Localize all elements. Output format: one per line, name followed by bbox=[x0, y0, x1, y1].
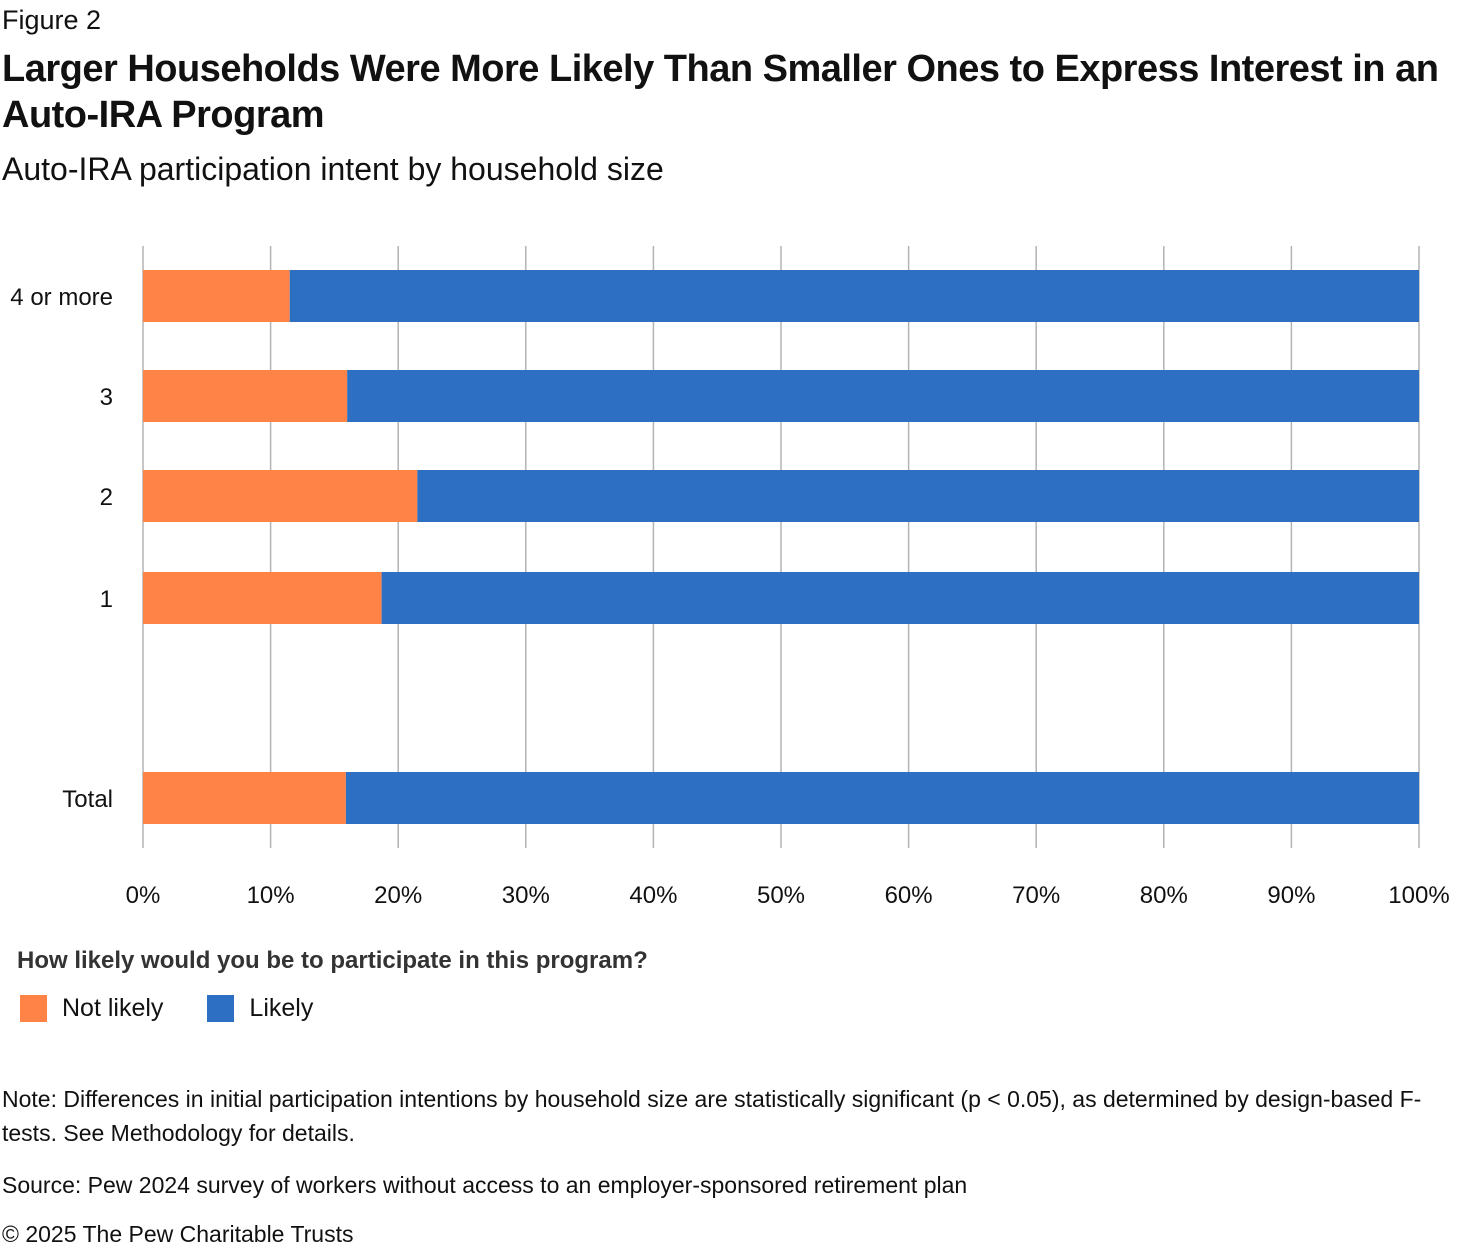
bar-2-not-likely bbox=[143, 470, 418, 522]
x-tick-label-70: 70% bbox=[1012, 882, 1060, 909]
bar-3-not-likely bbox=[143, 370, 348, 422]
category-label-3: 3 bbox=[100, 384, 113, 411]
chart-subtitle: Auto-IRA participation intent by househo… bbox=[2, 151, 664, 187]
category-label-2: 2 bbox=[100, 484, 113, 511]
bar-4-or-more-likely bbox=[289, 270, 1419, 322]
x-tick-label-10: 10% bbox=[247, 882, 295, 909]
legend-swatch-likely bbox=[207, 994, 235, 1022]
bar-total-likely bbox=[345, 772, 1419, 824]
legend-label-not-likely: Not likely bbox=[62, 994, 164, 1022]
source: Source: Pew 2024 survey of workers witho… bbox=[2, 1172, 968, 1198]
chart-title: Larger Households Were More Likely Than … bbox=[2, 48, 1439, 136]
bar-1-not-likely bbox=[143, 572, 382, 624]
note: Note: Differences in initial participati… bbox=[2, 1086, 1422, 1146]
legend: Not likely Likely bbox=[20, 992, 357, 1024]
bar-4-or-more-not-likely bbox=[143, 270, 290, 322]
x-tick-labels: 0% 10% 20% 30% 40% 50% 60% 70% 80% 90% 100% bbox=[126, 882, 1450, 909]
copyright: © 2025 The Pew Charitable Trusts bbox=[2, 1221, 354, 1247]
x-tick-label-100: 100% bbox=[1388, 882, 1449, 909]
bar-1-likely bbox=[381, 572, 1419, 624]
category-label-total: Total bbox=[62, 786, 113, 813]
x-tick-label-30: 30% bbox=[502, 882, 550, 909]
legend-item-not-likely: Not likely bbox=[20, 992, 163, 1024]
legend-label-likely: Likely bbox=[249, 994, 314, 1022]
bar-3-likely bbox=[347, 370, 1419, 422]
legend-title: How likely would you be to participate i… bbox=[17, 947, 648, 974]
gridlines bbox=[142, 246, 1420, 848]
figure-label: Figure 2 bbox=[2, 5, 102, 35]
category-label-1: 1 bbox=[100, 586, 113, 613]
category-labels: 4 or more 3 2 1 Total bbox=[10, 284, 113, 813]
x-tick-label-40: 40% bbox=[629, 882, 677, 909]
x-tick-label-50: 50% bbox=[757, 882, 805, 909]
x-tick-label-0: 0% bbox=[126, 882, 161, 909]
category-label-4-or-more: 4 or more bbox=[10, 284, 113, 311]
legend-item-likely: Likely bbox=[207, 992, 313, 1024]
bars bbox=[143, 270, 1420, 824]
legend-swatch-not-likely bbox=[20, 994, 47, 1022]
bar-2-likely bbox=[417, 470, 1420, 522]
x-tick-label-60: 60% bbox=[885, 882, 933, 909]
bar-total-not-likely bbox=[143, 772, 346, 824]
x-tick-label-80: 80% bbox=[1140, 882, 1188, 909]
x-tick-label-90: 90% bbox=[1267, 882, 1315, 909]
bar-chart: 4 or more 3 2 1 Total 0% 10% 20% 30% 40% 50% 60% 70… bbox=[10, 246, 1450, 909]
x-tick-label-20: 20% bbox=[374, 882, 422, 909]
